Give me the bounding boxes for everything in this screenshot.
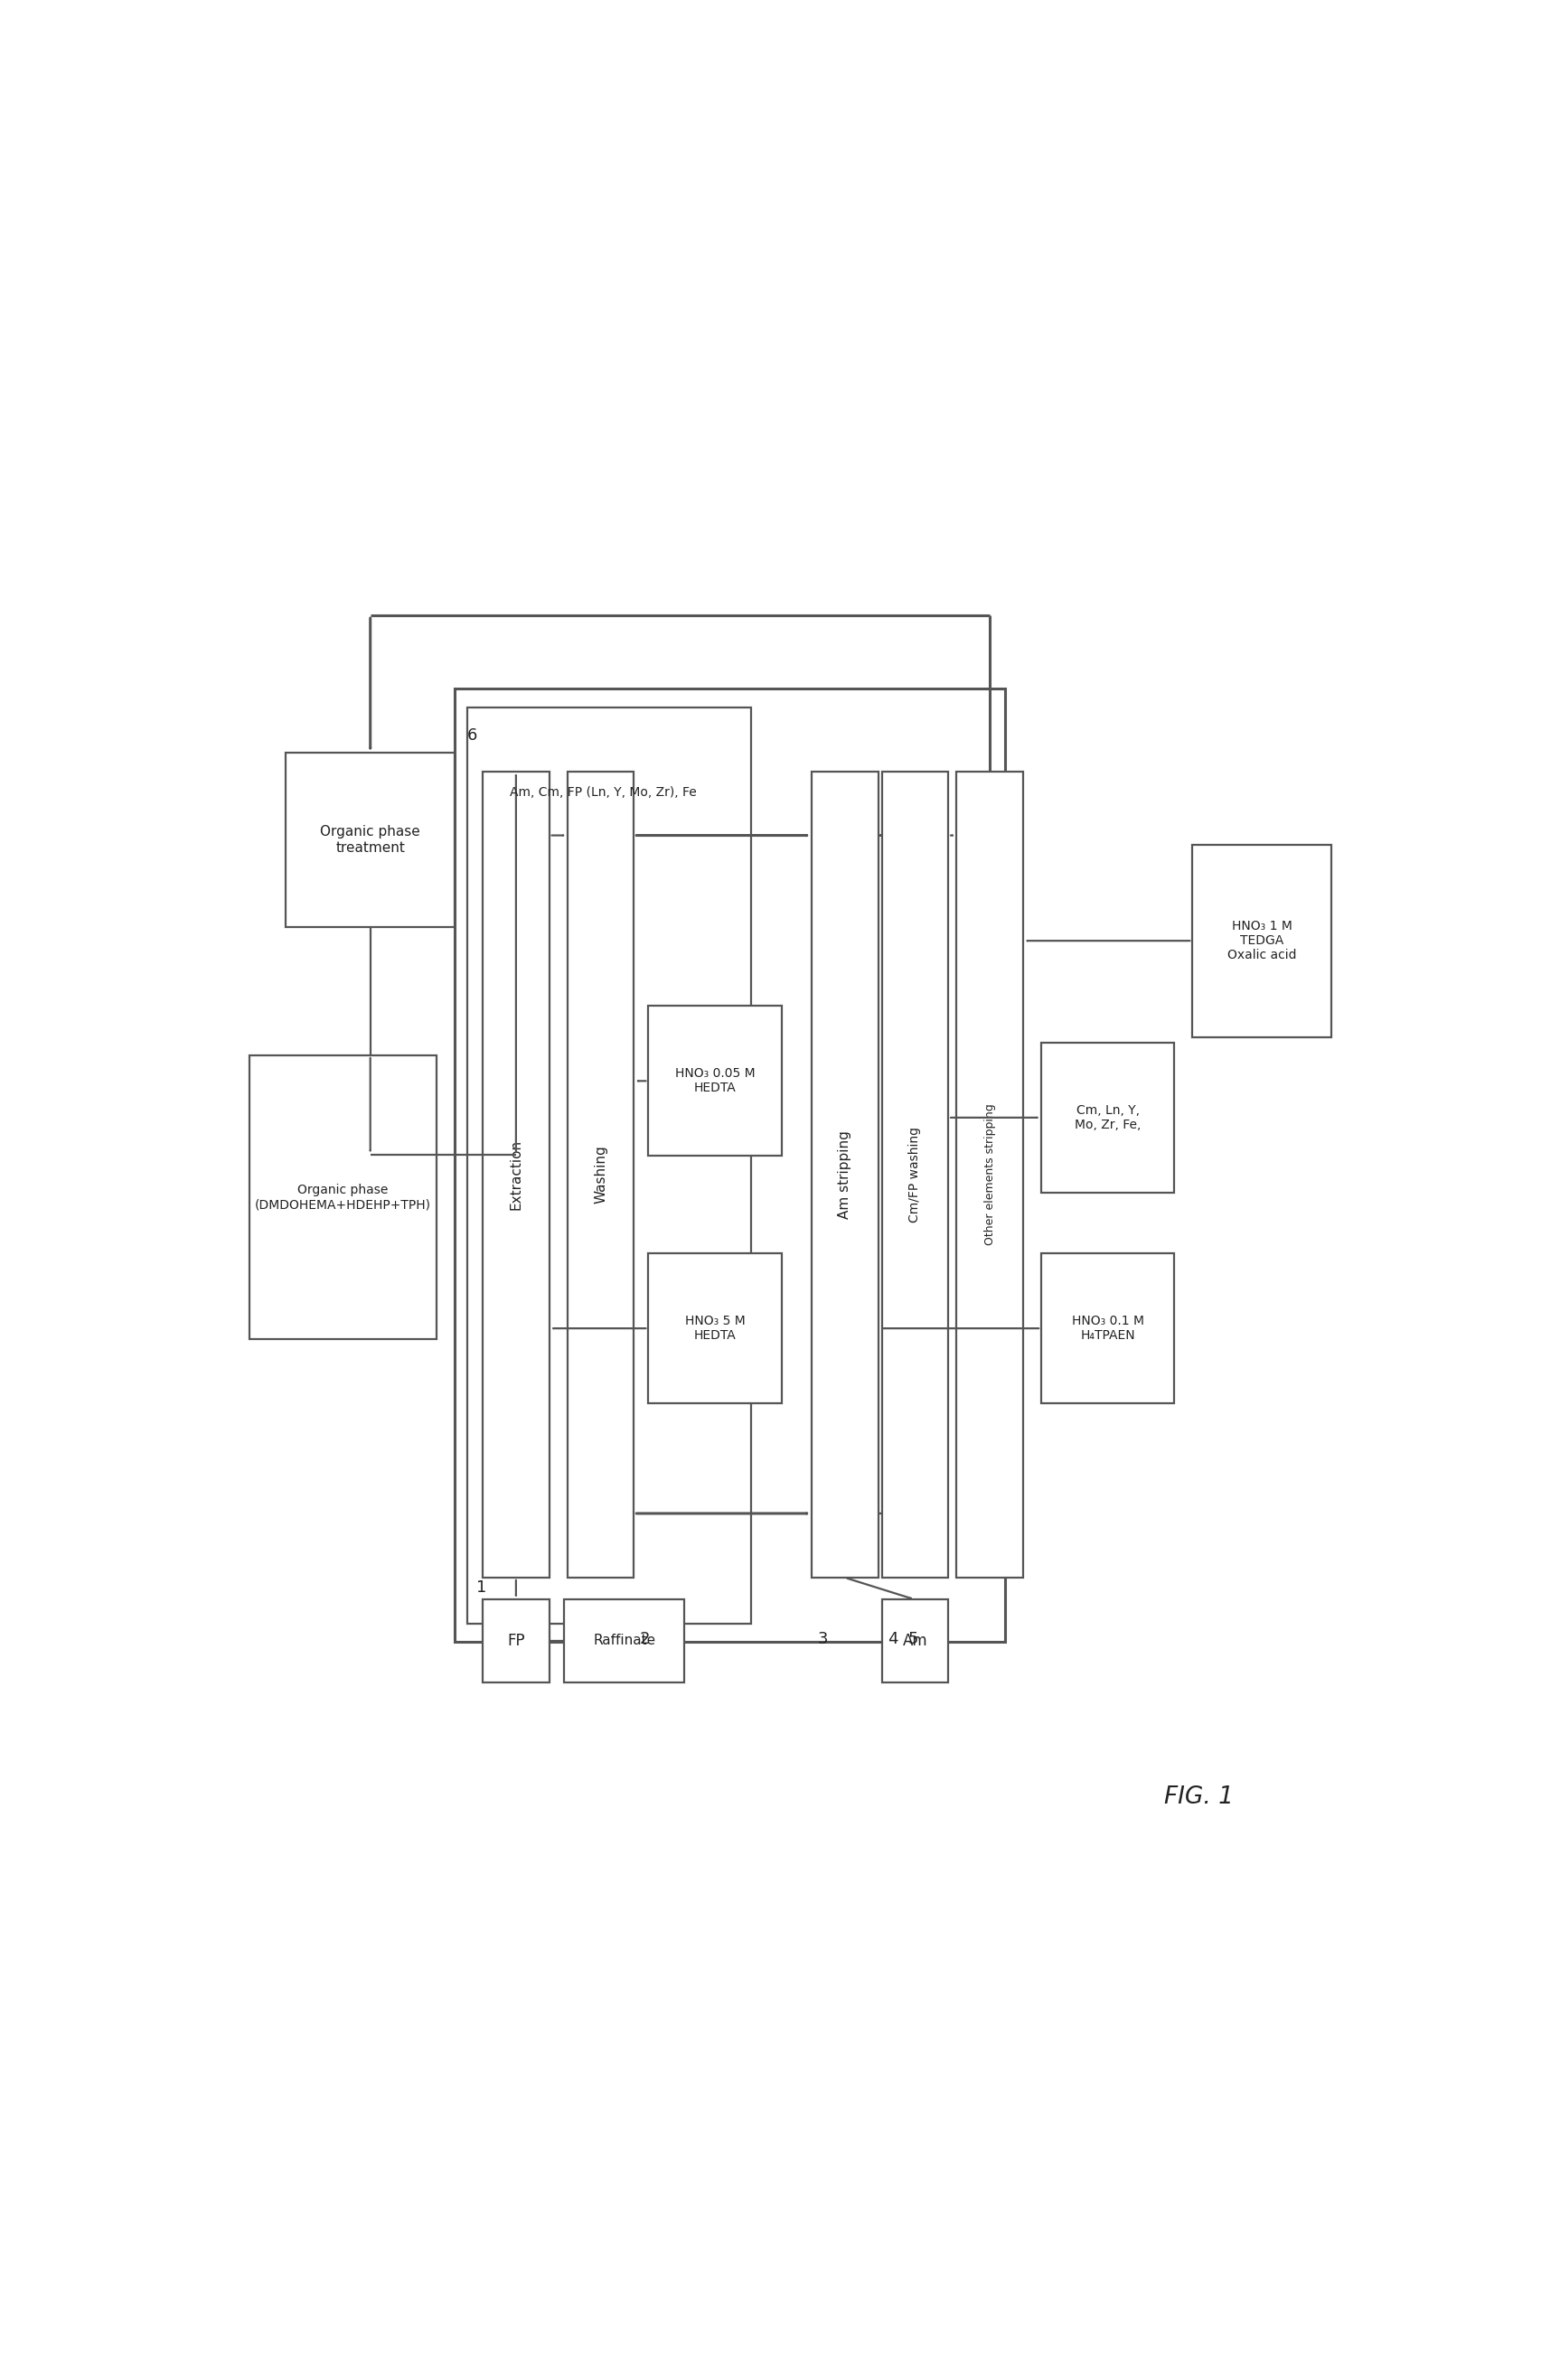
FancyBboxPatch shape	[881, 771, 948, 1578]
Text: Organic phase
(DMDOHEMA+HDEHP+TPH): Organic phase (DMDOHEMA+HDEHP+TPH)	[254, 1183, 431, 1211]
FancyBboxPatch shape	[1192, 845, 1332, 1038]
Text: HNO₃ 1 M
TEDGA
Oxalic acid: HNO₃ 1 M TEDGA Oxalic acid	[1228, 919, 1296, 962]
Text: 4: 4	[888, 1630, 899, 1647]
Text: 1: 1	[477, 1580, 487, 1597]
FancyBboxPatch shape	[649, 1007, 782, 1157]
FancyBboxPatch shape	[285, 752, 456, 926]
FancyBboxPatch shape	[881, 1599, 948, 1683]
Text: 2: 2	[640, 1630, 651, 1647]
Text: 6: 6	[466, 728, 477, 743]
Text: FIG. 1: FIG. 1	[1164, 1785, 1234, 1809]
FancyBboxPatch shape	[956, 771, 1023, 1578]
FancyBboxPatch shape	[1042, 1254, 1175, 1404]
Text: Other elements stripping: Other elements stripping	[984, 1104, 995, 1245]
FancyBboxPatch shape	[649, 1254, 782, 1404]
Text: Cm, Ln, Y,
Mo, Zr, Fe,: Cm, Ln, Y, Mo, Zr, Fe,	[1075, 1104, 1140, 1130]
Text: Raffinate: Raffinate	[593, 1635, 655, 1647]
FancyBboxPatch shape	[811, 771, 878, 1578]
Text: Cm/FP washing: Cm/FP washing	[908, 1126, 922, 1223]
Text: Am, Cm, FP (Ln, Y, Mo, Zr), Fe: Am, Cm, FP (Ln, Y, Mo, Zr), Fe	[509, 785, 696, 800]
Text: Washing: Washing	[594, 1145, 607, 1204]
Text: Am stripping: Am stripping	[838, 1130, 852, 1219]
Text: 3: 3	[817, 1630, 828, 1647]
FancyBboxPatch shape	[568, 771, 633, 1578]
Text: Organic phase
treatment: Organic phase treatment	[320, 826, 420, 854]
FancyBboxPatch shape	[250, 1054, 437, 1340]
FancyBboxPatch shape	[482, 771, 549, 1578]
FancyBboxPatch shape	[563, 1599, 685, 1683]
FancyBboxPatch shape	[482, 1599, 549, 1683]
Text: HNO₃ 5 M
HEDTA: HNO₃ 5 M HEDTA	[685, 1314, 746, 1342]
Text: FP: FP	[507, 1633, 524, 1649]
Text: Am: Am	[903, 1633, 928, 1649]
Text: HNO₃ 0.1 M
H₄TPAEN: HNO₃ 0.1 M H₄TPAEN	[1072, 1314, 1143, 1342]
Text: 5: 5	[908, 1630, 919, 1647]
FancyBboxPatch shape	[1042, 1042, 1175, 1192]
Text: HNO₃ 0.05 M
HEDTA: HNO₃ 0.05 M HEDTA	[675, 1066, 755, 1095]
Text: Extraction: Extraction	[509, 1140, 523, 1209]
